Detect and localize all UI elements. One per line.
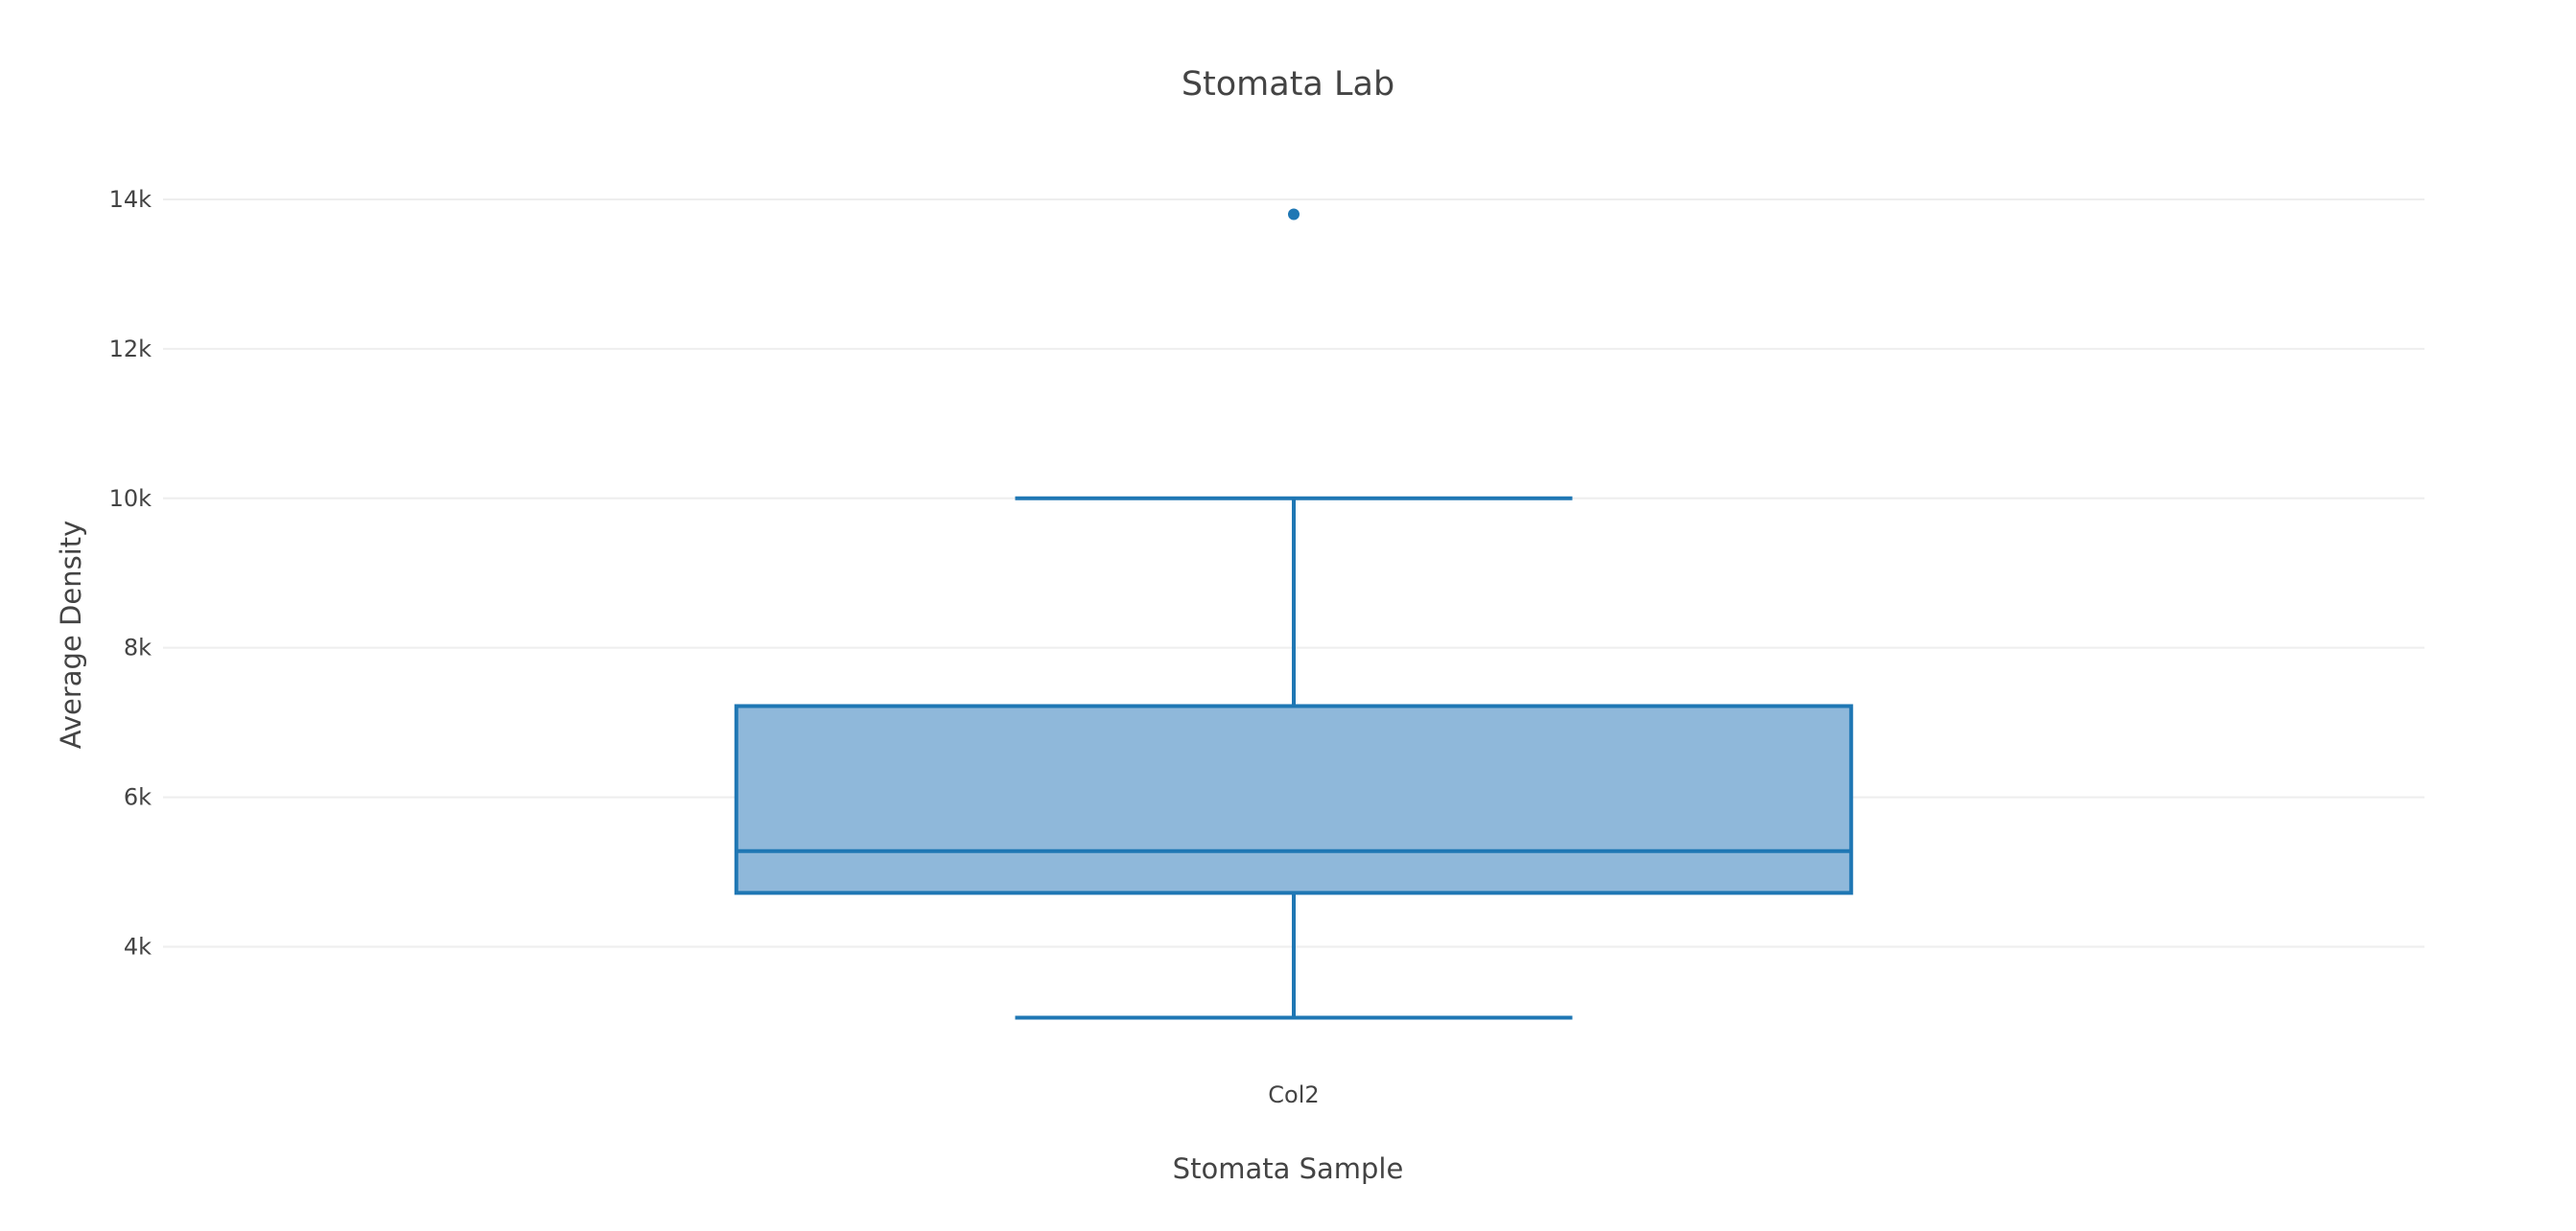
x-tick-label: Col2 xyxy=(1268,1081,1319,1108)
y-tick-label: 12k xyxy=(109,336,152,362)
y-axis-title: Average Density xyxy=(55,521,87,750)
outlier-point xyxy=(1288,208,1300,221)
x-tick-labels: Col2 xyxy=(1268,1081,1319,1108)
x-axis-title: Stomata Sample xyxy=(1173,1152,1404,1185)
y-tick-label: 14k xyxy=(109,186,152,213)
box-iqr xyxy=(734,704,1854,895)
y-tick-label: 8k xyxy=(124,635,152,662)
box-plot xyxy=(734,208,1854,1020)
y-tick-label: 10k xyxy=(109,485,152,512)
box-group xyxy=(734,208,1854,1020)
chart-title: Stomata Lab xyxy=(1182,65,1394,104)
y-tick-label: 4k xyxy=(124,933,152,960)
y-tick-label: 6k xyxy=(124,784,152,811)
y-tick-labels: 4k 6k 8k 10k 12k 14k xyxy=(109,186,152,961)
